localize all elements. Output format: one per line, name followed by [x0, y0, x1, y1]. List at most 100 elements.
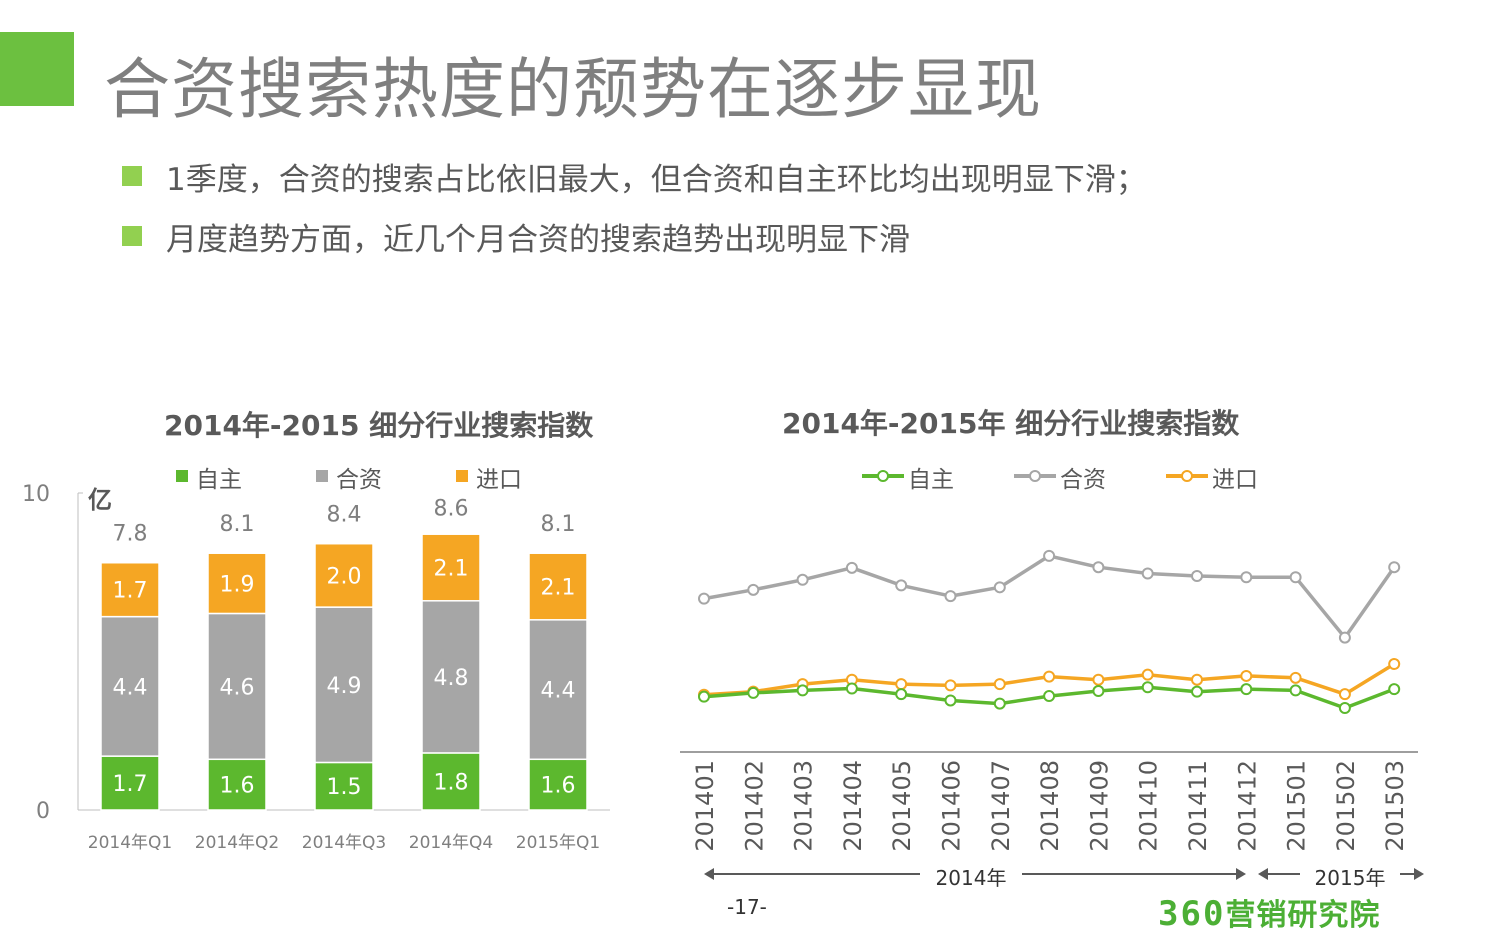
bar-segment	[421, 600, 481, 754]
data-point	[1092, 673, 1105, 686]
bar-value-label: 4.8	[434, 666, 469, 691]
x-tick-label: 201405	[888, 760, 916, 852]
x-tick-label: 2014年Q3	[302, 833, 386, 853]
data-point	[895, 678, 908, 691]
period-arrow-head	[1236, 868, 1246, 880]
bar-segment	[528, 552, 588, 621]
y-axis-unit-label: 亿	[88, 486, 112, 514]
bullet-square-icon	[122, 166, 142, 186]
data-point	[796, 684, 809, 697]
data-point	[1191, 673, 1203, 686]
legend-label: 进口	[476, 467, 522, 493]
bar-segment	[207, 552, 267, 615]
data-point	[1338, 631, 1351, 644]
bar-segment	[314, 761, 374, 811]
bar-value-label: 1.7	[113, 772, 148, 797]
data-point	[1092, 561, 1105, 574]
bar-value-label: 1.9	[220, 572, 255, 597]
bullet-text: 月度趋势方面，近几个月合资的搜索趋势出现明显下滑	[166, 222, 910, 258]
series-line	[703, 554, 1396, 640]
bar-total-label: 8.1	[541, 512, 576, 537]
bar-segment	[421, 752, 481, 811]
data-point	[1240, 669, 1253, 682]
data-point	[747, 686, 760, 699]
brand-logo: 360营销研究院	[1158, 890, 1380, 934]
data-point	[1388, 561, 1401, 574]
bar-segment	[314, 542, 374, 608]
data-point	[1141, 681, 1154, 694]
page-number: -17-	[727, 895, 767, 919]
data-point	[698, 592, 710, 605]
bar-total-label: 8.6	[434, 496, 469, 521]
x-tick-label: 201408	[1036, 760, 1064, 852]
data-point	[993, 581, 1006, 594]
bar-total-label: 7.8	[113, 522, 148, 547]
x-tick-label: 201402	[740, 760, 768, 852]
bar-segment	[100, 561, 160, 618]
period-arrow-head	[1414, 868, 1424, 880]
line-chart-title: 2014年-2015年 细分行业搜索指数	[782, 407, 1240, 440]
bar-value-label: 2.1	[541, 576, 576, 601]
bar-value-label: 1.8	[434, 770, 469, 795]
line-chart: 自主 合资 进口 201401 201402 201403 201404 201405 2014…	[680, 467, 1424, 890]
x-tick-label: 201411	[1184, 760, 1212, 852]
data-point	[1240, 571, 1253, 584]
bar-value-label: 1.6	[220, 774, 255, 799]
data-point	[796, 573, 809, 586]
data-point	[1141, 567, 1154, 580]
data-point	[1388, 658, 1401, 670]
data-point	[1289, 571, 1302, 584]
bar-value-label: 1.5	[327, 775, 362, 800]
data-point	[895, 688, 908, 701]
brand-number: 360	[1158, 894, 1226, 934]
legend-label: 自主	[196, 467, 242, 493]
x-tick-label: 2014年Q1	[88, 833, 172, 853]
bar-total-label: 8.1	[220, 512, 255, 537]
x-tick-label: 201503	[1381, 760, 1409, 852]
legend-swatch-2	[456, 470, 468, 482]
data-point	[1191, 570, 1203, 582]
x-tick-label: 201401	[691, 760, 719, 852]
bar-value-label: 4.6	[220, 675, 255, 700]
bar-chart: 自主 合资 进口 10 0 亿 1.7 4.4 1.7 7.8 2014年Q1 1.6 4.6 1.9 8.…	[22, 467, 610, 853]
data-point	[698, 690, 710, 703]
bullet-text: 1季度，合资的搜索占比依旧最大，但合资和自主环比均出现明显下滑；	[166, 162, 1147, 198]
data-point	[845, 682, 858, 695]
data-point	[993, 697, 1006, 710]
x-tick-label: 201409	[1085, 760, 1113, 852]
legend-label: 合资	[336, 467, 382, 493]
data-point	[944, 694, 957, 707]
page-title: 合资搜索热度的颓势在逐步显现	[104, 51, 1042, 128]
bar-chart-title: 2014年-2015 细分行业搜索指数	[164, 409, 594, 442]
data-point	[944, 679, 957, 692]
data-point	[1043, 549, 1056, 562]
data-point	[845, 561, 858, 574]
data-point	[944, 590, 957, 603]
data-point	[1092, 685, 1105, 698]
y-tick-label: 0	[36, 799, 50, 824]
bar-value-label: 4.4	[113, 675, 148, 700]
bullet-square-icon	[122, 226, 142, 246]
x-tick-label: 201406	[938, 760, 966, 852]
title-accent-block	[0, 32, 74, 106]
x-tick-label: 201412	[1233, 760, 1261, 852]
x-tick-label: 201410	[1135, 760, 1163, 852]
x-tick-label: 2014年Q4	[409, 833, 493, 853]
data-point	[747, 583, 760, 596]
bar-value-label: 2.1	[434, 556, 469, 581]
bar-value-label: 4.4	[541, 679, 576, 704]
x-tick-label: 2015年Q1	[516, 833, 600, 853]
x-tick-label: 201502	[1332, 760, 1360, 852]
data-point	[1338, 702, 1351, 714]
data-point	[1191, 685, 1203, 698]
x-tick-label: 201403	[790, 760, 818, 852]
legend-swatch-1	[316, 470, 328, 482]
data-point	[1240, 683, 1253, 696]
data-point	[1289, 671, 1302, 684]
bar-value-label: 4.9	[327, 674, 362, 699]
data-point	[1043, 670, 1056, 683]
bar-segment	[100, 755, 160, 811]
bar-value-label: 2.0	[327, 564, 362, 589]
legend-swatch-0	[176, 470, 188, 482]
period-label: 2015年	[1315, 866, 1386, 890]
